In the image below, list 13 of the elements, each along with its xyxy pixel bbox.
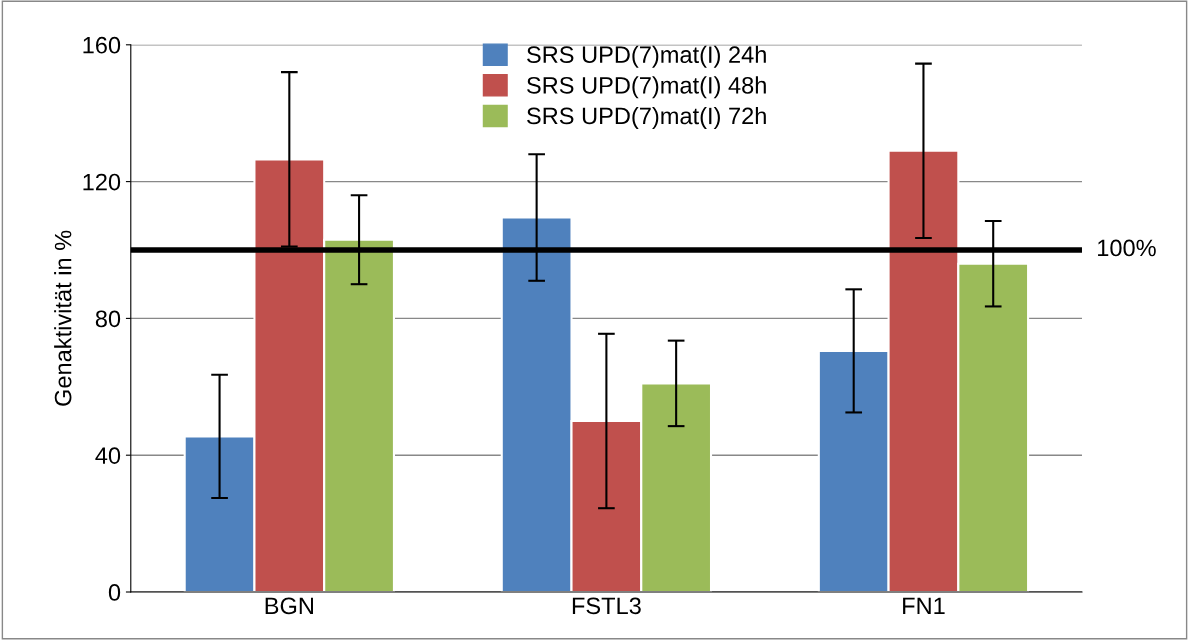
x-tick-label: FN1 xyxy=(903,597,945,614)
legend-label: SRS UPD(7)mat(I) 72h xyxy=(527,106,766,129)
x-tick-label: FSTL3 xyxy=(572,597,641,615)
y-tick-label: 160 xyxy=(83,36,121,54)
y-axis-title: Genaktivität in % xyxy=(54,230,72,406)
legend-label: SRS UPD(7)mat(I) 24h xyxy=(527,45,766,68)
y-tick-label: 80 xyxy=(95,310,121,328)
x-tick-label: BGN xyxy=(265,597,313,615)
legend-label: SRS UPD(7)mat(I) 48h xyxy=(527,76,766,99)
ref-line-label: 100% xyxy=(1098,239,1156,257)
y-tick-label: 0 xyxy=(108,584,121,601)
y-tick-label: 120 xyxy=(83,173,121,191)
y-tick-label: 40 xyxy=(95,447,121,464)
